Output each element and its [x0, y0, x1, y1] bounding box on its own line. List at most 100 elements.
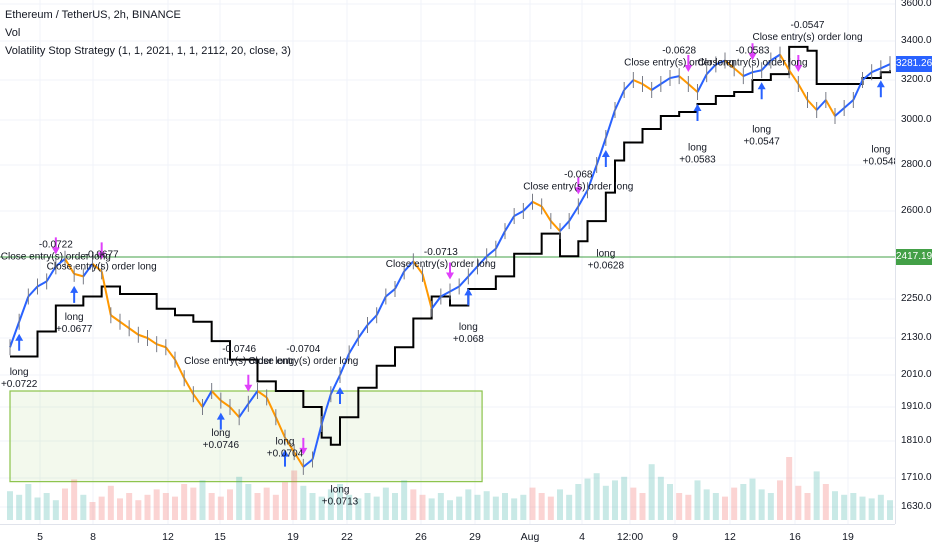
price-badge: 2417.19	[896, 249, 932, 265]
price-segment	[614, 89, 626, 111]
volume-bar	[822, 484, 829, 520]
price-segment	[724, 59, 735, 70]
price-segment	[366, 314, 378, 326]
volume-bar	[236, 476, 243, 520]
price-badge: 3281.26	[896, 56, 932, 73]
price-segment	[91, 263, 103, 273]
volume-bar	[722, 496, 728, 520]
price-segment	[165, 346, 176, 361]
volume-bar	[382, 487, 389, 520]
price-segment	[522, 201, 534, 212]
volume-bar	[547, 496, 554, 520]
volume-bar	[777, 480, 783, 520]
price-segment	[320, 393, 332, 425]
price-segment	[834, 107, 845, 117]
volume-bar	[144, 494, 151, 520]
price-tick-label: 3400.00	[901, 35, 932, 46]
price-tick-label: 3000.00	[901, 114, 932, 125]
price-segment	[651, 83, 662, 91]
price-segment	[210, 390, 222, 402]
exit-arrow-icon	[574, 177, 583, 195]
volume-bar	[767, 493, 774, 520]
entry-arrow-icon	[15, 333, 24, 351]
volume-bar	[639, 493, 646, 520]
price-segment	[458, 275, 470, 288]
price-segment	[137, 333, 148, 339]
volume-bar	[813, 471, 820, 520]
price-segment	[797, 83, 809, 101]
exit-arrow-icon	[51, 237, 60, 255]
price-segment	[568, 205, 580, 222]
volume-bar	[832, 491, 838, 520]
price-segment	[37, 280, 48, 288]
time-tick-label: 19	[842, 531, 854, 543]
price-segment	[329, 374, 341, 395]
price-segment	[540, 205, 552, 222]
volume-bar	[162, 493, 169, 520]
trade-label-line: long	[459, 322, 478, 333]
volume-bar	[135, 500, 142, 520]
price-segment	[357, 324, 369, 339]
volume-bar	[593, 473, 600, 520]
price-segment	[229, 406, 240, 418]
volume-bar	[447, 500, 453, 520]
volume-bar	[612, 480, 618, 520]
volume-bar	[117, 498, 123, 520]
price-tick-label: 3600.00	[901, 0, 932, 9]
price-segment	[265, 396, 277, 418]
volume-bar	[126, 493, 133, 520]
chart-plot-area[interactable]: -0.0722 Close entry(s) order long-0.0677 C…	[0, 0, 895, 524]
entry-arrow-icon	[216, 412, 225, 430]
exit-arrow-icon	[684, 55, 693, 72]
trade-label-line: Close entry(s) order long	[697, 58, 807, 69]
price-segment	[687, 83, 699, 93]
volume-bar	[868, 498, 875, 520]
trade-label: long +0.0628	[588, 248, 625, 271]
trade-label-line: Close entry(s) order long	[523, 182, 633, 193]
trade-label-line: Close entry(s) order long	[184, 356, 294, 367]
price-segment	[806, 99, 818, 111]
time-tick-label: 29	[469, 531, 481, 543]
entry-arrow-icon	[281, 449, 289, 467]
price-segment	[752, 69, 762, 74]
price-tick-label: 3200.00	[901, 74, 932, 85]
volume-bar	[401, 480, 408, 520]
volume-bar	[227, 489, 233, 520]
volume-bar	[740, 484, 747, 520]
volume-bar	[703, 489, 710, 520]
time-tick-label: 12	[724, 531, 736, 543]
price-segment	[733, 67, 744, 77]
price-segment	[476, 255, 488, 268]
volume-bar	[841, 494, 848, 520]
volume-bar	[282, 482, 288, 520]
legend-strategy: Volatility Stop Strategy (1, 1, 2021, 1,…	[5, 45, 291, 57]
trade-label-line: Close entry(s) order long	[1, 251, 111, 262]
legend-volume: Vol	[5, 27, 21, 39]
volume-bar	[217, 496, 224, 520]
trade-label-line: long	[10, 367, 29, 378]
volume-bar	[327, 489, 334, 520]
trade-label-line: -0.0704	[286, 344, 320, 355]
volume-bar	[667, 484, 673, 520]
trade-label: long +0.0746	[203, 428, 240, 451]
trade-label: long +0.0722	[1, 367, 38, 390]
trade-label-line: Close entry(s) order long	[386, 259, 496, 270]
price-segment	[274, 416, 286, 439]
time-axis[interactable]: 5 8 12 15 19 22 26 29 Aug 4 12:00 9 12 16 19	[0, 524, 895, 551]
trade-label-line: long	[752, 124, 771, 135]
volume-bar	[520, 494, 527, 520]
volume-bar	[373, 496, 380, 520]
trade-label-line: Close entry(s) order long	[47, 262, 157, 273]
price-segment	[64, 258, 76, 275]
volume-bar	[465, 489, 472, 520]
entry-arrow-icon	[70, 285, 79, 303]
time-tick-label: 16	[789, 531, 801, 543]
price-segment	[293, 451, 305, 468]
price-segment	[824, 99, 836, 117]
volume-bar	[71, 479, 78, 520]
price-segment	[421, 273, 433, 310]
volume-bar	[309, 493, 316, 520]
price-segment	[192, 393, 204, 408]
trade-label: -0.0722 Close entry(s) order long	[1, 239, 111, 262]
trade-label-line: -0.068	[564, 170, 593, 181]
